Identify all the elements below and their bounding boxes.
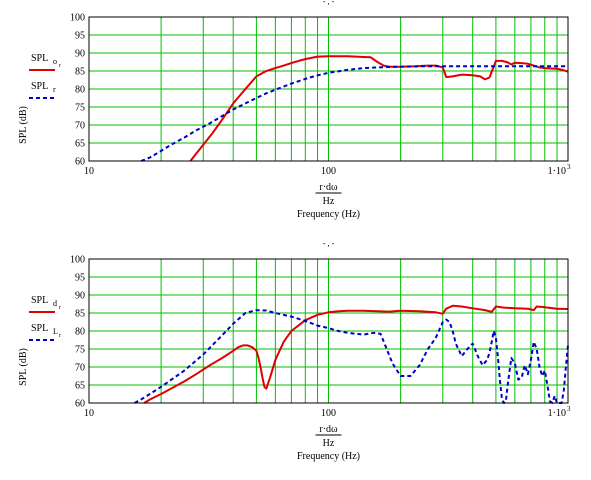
y-tick-label: 100 — [70, 255, 85, 266]
legend-name: SPL — [31, 323, 48, 334]
legend-sub-subscript: r — [59, 63, 61, 69]
x-tick-exponent: 3 — [567, 163, 571, 171]
y-tick-label: 80 — [75, 85, 85, 96]
top-label: - , - — [323, 0, 335, 6]
y-tick-label: 75 — [75, 345, 85, 356]
y-tick-label: 90 — [75, 291, 85, 302]
y-tick-label: 95 — [75, 273, 85, 284]
plot-frame — [88, 16, 569, 162]
x-axis-caption: Frequency (Hz) — [297, 209, 360, 220]
plot-frame — [88, 258, 569, 404]
y-tick-label: 60 — [75, 157, 85, 168]
chart-1: 60 65 70 75 80 85 90 95 100 10 100 1·10 3 - , - SPL (d… — [18, 0, 571, 220]
y-tick-label: 85 — [75, 67, 85, 78]
y-tick-label: 70 — [75, 363, 85, 374]
legend-subscript: o — [53, 57, 57, 66]
x-label-numerator: r·dω — [319, 182, 338, 193]
x-label-denominator: Hz — [323, 196, 335, 207]
y-tick-label: 65 — [75, 139, 85, 150]
legend-name: SPL — [31, 53, 48, 64]
series-line-2 — [134, 309, 569, 404]
legend-sub-subscript: r — [59, 333, 61, 339]
y-tick-label: 85 — [75, 309, 85, 320]
x-label-numerator: r·dω — [319, 424, 338, 435]
legend-name: SPL — [31, 81, 48, 92]
y-axis-label: SPL (dB) — [18, 106, 29, 144]
y-tick-label: 70 — [75, 121, 85, 132]
series-line-2 — [140, 65, 568, 162]
x-label-denominator: Hz — [323, 438, 335, 449]
grid-lines — [89, 259, 568, 403]
x-tick-label: 100 — [321, 408, 336, 419]
legend-sub-subscript: r — [59, 305, 61, 311]
y-tick-label: 95 — [75, 31, 85, 42]
legend-entry-1: SPL d r — [29, 295, 61, 313]
y-axis-label: SPL (dB) — [18, 348, 29, 386]
x-tick-exponent: 3 — [567, 405, 571, 413]
y-tick-label: 65 — [75, 381, 85, 392]
x-tick-label: 1·10 — [548, 166, 566, 177]
x-tick-label: 100 — [321, 166, 336, 177]
x-tick-label: 10 — [84, 166, 94, 177]
y-tick-label: 100 — [70, 13, 85, 24]
x-axis-caption: Frequency (Hz) — [297, 451, 360, 462]
top-label: - , - — [323, 239, 335, 248]
legend-subscript: d — [53, 299, 57, 308]
x-tick-label: 1·10 — [548, 408, 566, 419]
y-tick-label: 80 — [75, 327, 85, 338]
legend-subscript: r — [53, 85, 56, 94]
y-tick-label: 60 — [75, 399, 85, 410]
grid-lines — [89, 17, 568, 161]
x-tick-label: 10 — [84, 408, 94, 419]
y-tick-label: 90 — [75, 49, 85, 60]
legend-entry-1: SPL o r — [29, 53, 61, 71]
series-line-1 — [143, 304, 569, 404]
chart-2: 60 65 70 75 80 85 90 95 100 10 100 1·10 3 - , - SPL (d… — [18, 239, 571, 462]
legend-name: SPL — [31, 295, 48, 306]
legend-entry-2: SPL r — [29, 81, 56, 99]
legend-subscript: L — [53, 327, 58, 336]
y-tick-label: 75 — [75, 103, 85, 114]
